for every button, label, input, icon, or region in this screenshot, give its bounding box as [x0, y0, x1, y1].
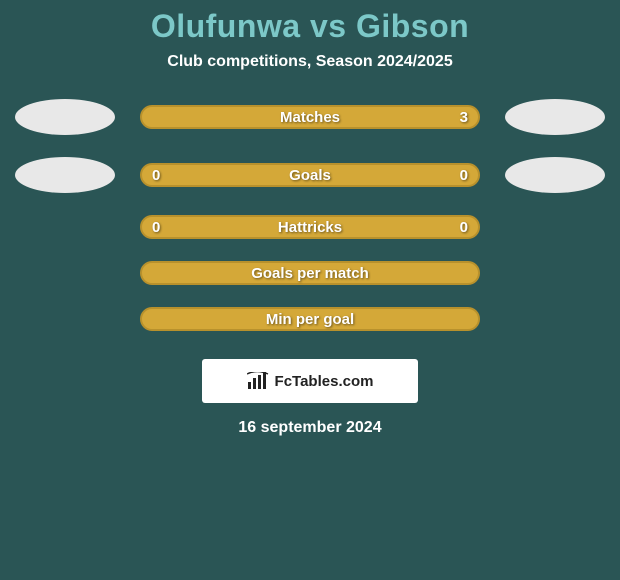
stat-left-value: 0	[152, 167, 166, 184]
stat-rows: Matches 3 0 Goals 0 0 Hattricks 0 Goals per matc…	[0, 99, 620, 353]
date-text: 16 september 2024	[238, 419, 381, 437]
brand-text: FcTables.com	[275, 373, 374, 390]
stat-bar: 0 Goals 0	[140, 163, 480, 187]
stat-row: Goals per match	[0, 261, 620, 285]
stat-label: Min per goal	[266, 311, 354, 328]
stat-label: Goals per match	[251, 265, 369, 282]
brand-card[interactable]: FcTables.com	[202, 359, 418, 403]
stat-bar: 0 Hattricks 0	[140, 215, 480, 239]
team-left-oval	[15, 157, 115, 193]
stat-right-value: 0	[454, 167, 468, 184]
bar-chart-icon	[247, 372, 269, 390]
page-subtitle: Club competitions, Season 2024/2025	[167, 53, 452, 71]
stat-label: Goals	[289, 167, 331, 184]
team-right-oval	[505, 99, 605, 135]
stat-right-value: 0	[454, 219, 468, 236]
left-oval-slot	[15, 157, 115, 193]
team-right-oval	[505, 157, 605, 193]
comparison-card: Olufunwa vs Gibson Club competitions, Se…	[0, 0, 620, 437]
stat-bar: Goals per match	[140, 261, 480, 285]
stat-right-value: 3	[454, 109, 468, 126]
right-oval-slot	[505, 99, 605, 135]
stat-row: 0 Hattricks 0	[0, 215, 620, 239]
stat-row: 0 Goals 0	[0, 157, 620, 193]
stat-left-value: 0	[152, 219, 166, 236]
team-left-oval	[15, 99, 115, 135]
page-title: Olufunwa vs Gibson	[151, 8, 469, 45]
stat-row: Matches 3	[0, 99, 620, 135]
stat-row: Min per goal	[0, 307, 620, 331]
stat-label: Matches	[280, 109, 340, 126]
right-oval-slot	[505, 157, 605, 193]
stat-bar: Matches 3	[140, 105, 480, 129]
stat-bar: Min per goal	[140, 307, 480, 331]
stat-label: Hattricks	[278, 219, 342, 236]
left-oval-slot	[15, 99, 115, 135]
